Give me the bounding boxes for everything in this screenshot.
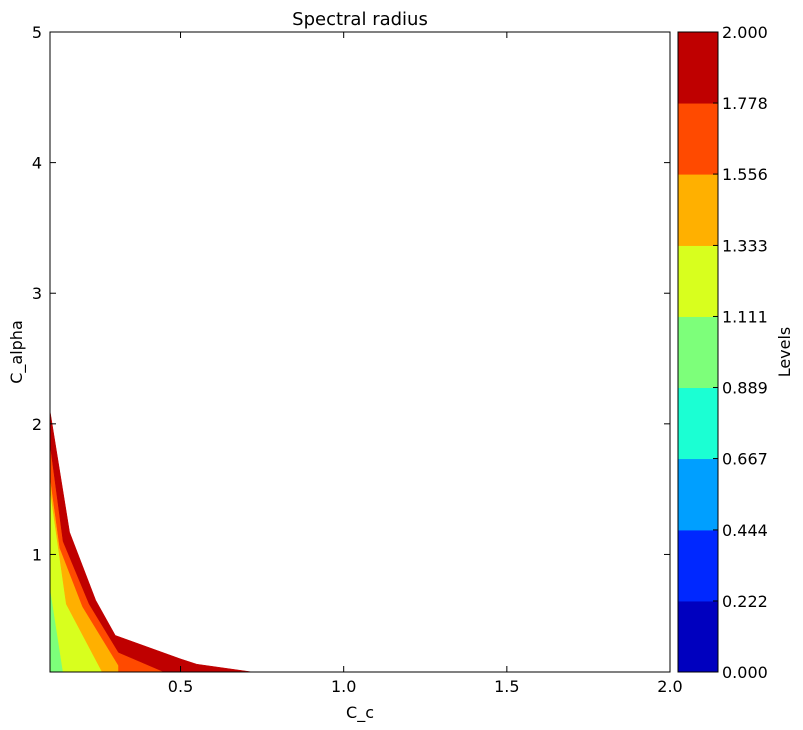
colorbar-tick-label: 0.667 — [722, 450, 768, 469]
x-axis-label: C_c — [346, 703, 374, 723]
chart-title: Spectral radius — [292, 9, 428, 30]
x-tick-label: 1.0 — [331, 677, 356, 696]
x-tick-label: 2.0 — [657, 677, 682, 696]
colorbar-tick-label: 1.111 — [722, 307, 768, 326]
plot-frame — [49, 31, 671, 673]
colorbar: 0.000 0.222 0.444 0.667 0.889 1.111 1.333 1.556… — [677, 23, 794, 682]
colorbar-band-3 — [678, 387, 718, 460]
colorbar-tick-label: 1.333 — [722, 236, 768, 255]
colorbar-tick-label: 0.222 — [722, 592, 768, 611]
y-tick-label: 4 — [32, 154, 42, 173]
colorbar-band-5 — [678, 245, 718, 317]
y-axis-ticks: 1 2 3 4 5 — [32, 23, 670, 564]
contour-band-4 — [49, 410, 253, 673]
colorbar-band-0 — [678, 600, 718, 673]
plot-area: 0.5 1.0 1.5 2.0 1 2 3 4 5 — [32, 23, 683, 696]
x-axis-ticks: 0.5 1.0 1.5 2.0 — [168, 32, 683, 696]
colorbar-label: Levels — [775, 327, 794, 378]
colorbar-ticks: 0.000 0.222 0.444 0.667 0.889 1.111 1.333 1.556… — [713, 23, 768, 682]
colorbar-tick-label: 0.000 — [722, 663, 768, 682]
colorbar-band-1 — [678, 529, 718, 602]
colorbar-band-8 — [678, 32, 718, 104]
colorbar-tick-label: 1.556 — [722, 165, 768, 184]
colorbar-bands — [678, 32, 718, 673]
plot-background — [50, 32, 670, 672]
colorbar-tick-label: 2.000 — [722, 23, 768, 42]
x-tick-label: 1.5 — [494, 677, 519, 696]
y-tick-label: 5 — [32, 23, 42, 42]
colorbar-band-2 — [678, 458, 718, 531]
colorbar-band-6 — [678, 174, 718, 246]
colorbar-tick-label: 0.889 — [722, 379, 768, 398]
y-tick-label: 1 — [32, 545, 42, 564]
colorbar-tick-label: 1.778 — [722, 94, 768, 113]
y-tick-label: 3 — [32, 284, 42, 303]
y-axis-label: C_alpha — [7, 320, 27, 384]
x-tick-label: 0.5 — [168, 677, 193, 696]
y-tick-label: 2 — [32, 415, 42, 434]
colorbar-tick-label: 0.444 — [722, 521, 768, 540]
colorbar-frame — [677, 31, 719, 673]
colorbar-band-7 — [678, 103, 718, 175]
colorbar-band-4 — [678, 316, 718, 389]
